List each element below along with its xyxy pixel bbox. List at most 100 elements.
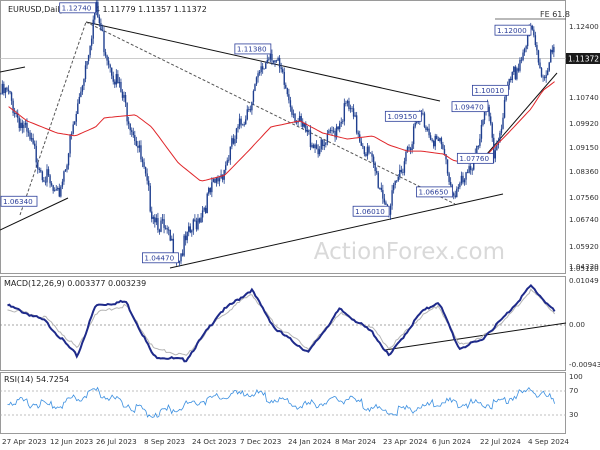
price-label-box [384,110,422,122]
candle-body [38,168,40,170]
candle-body [274,60,276,63]
candle-body [477,145,480,147]
candle-body [445,154,447,160]
candle-body [87,55,90,62]
candle-body [155,218,158,223]
candle-body [314,144,316,149]
candle-body [232,138,235,144]
candle-body [166,228,168,230]
candle-body [72,124,74,134]
candle-body [69,135,71,154]
candle-body [181,253,184,256]
candle-body [238,118,241,127]
candle-body [84,65,87,79]
candle-body [300,115,302,122]
candle-body [354,115,356,117]
candle-body [491,123,493,138]
candle-body [366,146,369,156]
candle-body [75,114,77,122]
candle-body [425,126,427,130]
candle-body [303,123,305,127]
axis-labels: 1.12400 1.10740 1.09920 1.09150 1.08360 1.075… [2,22,600,446]
candle-body [534,35,537,46]
price-label-box [472,84,509,96]
candle-body [540,68,543,77]
candle-body [146,173,148,181]
candle-body [351,108,353,110]
candle-body [539,62,541,69]
x-tick-label: 12 Jun 2023 [50,437,93,446]
trendline-dashed-up [19,21,87,216]
x-tick-label: 7 Dec 2023 [240,437,281,446]
candle-body [488,106,490,117]
watermark: ActionForex.com [314,239,505,265]
candle-body [326,133,329,143]
candle-body [523,48,526,53]
candle-body [531,26,533,30]
price-label-text: 1.10010 [474,86,504,95]
candle-body [263,68,265,70]
candle-body [107,60,110,65]
candle-body [143,162,145,167]
candle-body [70,133,73,136]
candle-body [291,107,293,115]
price-label-box [456,152,494,164]
candle-body [277,58,279,61]
candle-body [197,218,199,230]
candle-body [80,91,82,97]
candle-body [0,93,2,95]
price-label: 1.11380 [234,43,272,55]
candle-body [479,138,481,146]
candle-body [49,175,51,184]
price-label-text: 1.09470 [454,102,484,111]
candle-body [423,113,426,127]
candle-body [317,148,319,155]
candle-body [383,198,386,203]
candle-body [422,113,424,115]
candle-body [365,154,367,156]
price-label-box [494,24,532,36]
candle-body [3,83,5,94]
candle-body [18,117,20,129]
candle-body [409,148,412,151]
candle-body [237,126,239,129]
candle-body [141,159,144,163]
candle-body [43,180,45,182]
candle-body [379,187,381,189]
price-label: 1.07760 [456,152,494,164]
price-y-tick: 1.09920 [569,119,599,128]
candle-body [121,91,124,98]
candle-body [380,187,383,191]
candle-body [434,135,436,147]
candle-body [251,101,253,111]
candle-body [30,138,33,140]
candle-body [306,129,309,132]
x-tick-label: 23 Apr 2024 [383,437,428,446]
candle-body [348,101,350,110]
candle-body [169,229,171,241]
candle-body [371,153,373,157]
candle-body [231,138,233,147]
x-tick-label: 4 Sep 2024 [528,437,569,446]
trendline-lower-channel [169,193,504,269]
candle-body [12,100,14,113]
candle-body [218,178,221,182]
candle-body [496,144,498,151]
candle-body [151,211,153,219]
candle-body [203,207,205,211]
candle-body [194,219,196,221]
candle-body [248,109,250,111]
candle-body [460,175,463,184]
candle-body [334,130,336,138]
candle-body [466,172,469,174]
candle-body [315,144,318,149]
candle-body [416,122,418,123]
candle-body [322,139,324,147]
price-label-box [142,252,179,264]
rsi-y-tick: 30 [569,410,579,419]
candle-body [311,144,313,147]
candle-body [543,77,546,79]
candle-body [26,122,28,132]
candle-body [212,179,215,183]
candle-body [352,108,355,117]
